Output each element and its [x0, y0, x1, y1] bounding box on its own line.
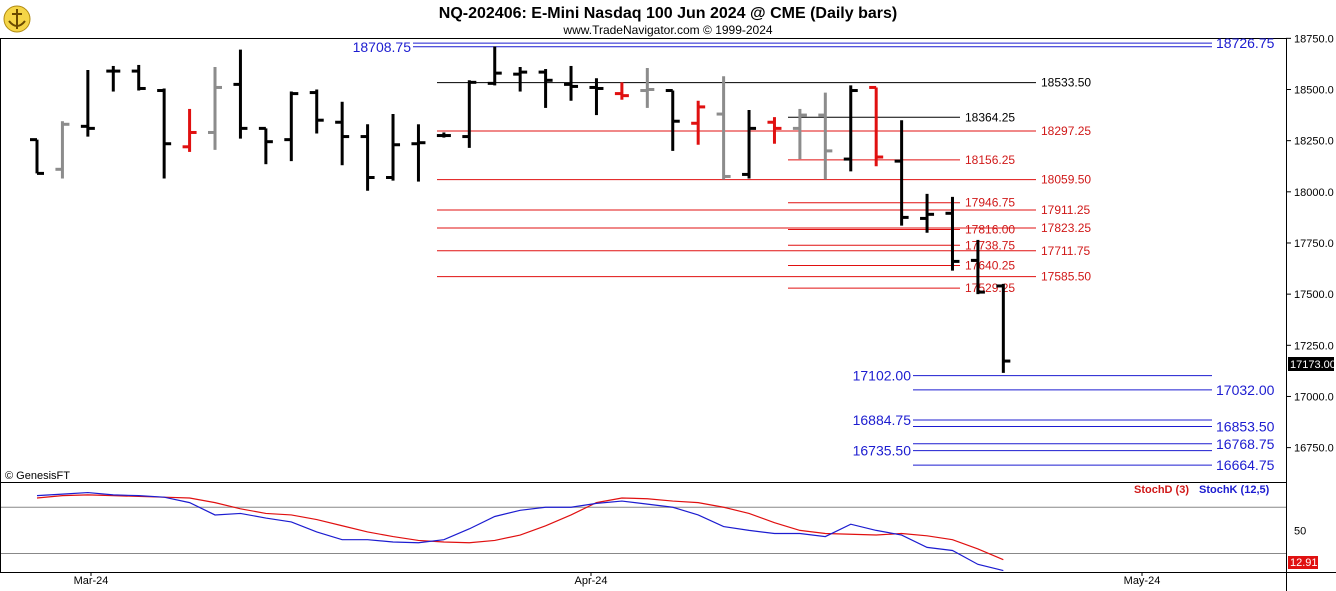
- stochastic-lines: 50: [1, 491, 1306, 572]
- ohlc-bar: [767, 117, 782, 144]
- ohlc-bar: [462, 80, 477, 148]
- level-label: 17585.50: [1041, 270, 1091, 284]
- ohlc-bar: [208, 66, 223, 150]
- ohlc-bar: [843, 85, 858, 172]
- level-label: 17946.75: [965, 196, 1015, 210]
- level-label: 18156.25: [965, 153, 1015, 167]
- ohlc-bar: [589, 78, 604, 116]
- level-label: 16664.75: [1216, 457, 1275, 473]
- ohlc-bar: [487, 46, 502, 86]
- ohlc-bar: [436, 132, 451, 138]
- date-tick-label: Mar-24: [74, 575, 109, 587]
- level-label: 17032.00: [1216, 382, 1275, 398]
- price-tick-label: 18000.0: [1294, 187, 1334, 199]
- last-price-label: 17173.00: [1290, 359, 1336, 371]
- ohlc-bar: [157, 88, 172, 179]
- ohlc-bar: [792, 108, 807, 160]
- last-price-badge: [1288, 357, 1334, 371]
- level-label: 18364.25: [965, 110, 1015, 124]
- ohlc-bar: [614, 82, 629, 100]
- ohlc-bar: [411, 124, 426, 182]
- ohlc-bar: [538, 69, 553, 108]
- date-tick-label: May-24: [1124, 575, 1161, 587]
- level-label: 17738.75: [965, 238, 1015, 252]
- ohlc-bar: [106, 65, 121, 92]
- ohlc-bar: [818, 92, 833, 180]
- ohlc-bar: [920, 193, 935, 233]
- ohlc-bar: [970, 239, 985, 295]
- level-label: 17911.25: [1041, 203, 1090, 217]
- price-axis: 18750.0 18500.0 18250.0 18000.0 17750.0 17500…: [1286, 33, 1334, 455]
- ohlc-bar: [691, 100, 706, 145]
- level-label: 17529.25: [965, 281, 1015, 295]
- ohlc-bar: [640, 68, 655, 108]
- date-tick-label: Apr-24: [574, 575, 607, 587]
- ohlc-bar: [335, 101, 350, 166]
- chart-subtitle: www.TradeNavigator.com © 1999-2024: [562, 23, 772, 37]
- legend-stoch-k: StochK (12,5): [1199, 484, 1270, 496]
- price-tick-label: 17250.0: [1294, 340, 1334, 352]
- level-label: 18533.50: [1041, 76, 1091, 90]
- ohlc-bar: [869, 85, 884, 167]
- level-label: 16735.50: [853, 443, 912, 459]
- level-label: 17711.75: [1041, 244, 1090, 258]
- ohlc-bar: [233, 49, 248, 139]
- ohlc-bar: [30, 138, 44, 175]
- ohlc-bar: [742, 109, 757, 179]
- chart-title: NQ-202406: E-Mini Nasdaq 100 Jun 2024 @ …: [439, 5, 897, 22]
- copyright-label: © GenesisFT: [5, 470, 70, 482]
- level-label: 17102.00: [853, 368, 912, 384]
- ohlc-bar: [309, 89, 324, 134]
- ohlc-bar: [564, 65, 579, 101]
- stoch-series-line: [36, 494, 1004, 561]
- ohlc-bar: [80, 70, 95, 137]
- ohlc-bar: [258, 126, 273, 165]
- ohlc-bar: [996, 283, 1011, 373]
- level-label: 16768.75: [1216, 436, 1275, 452]
- price-panel: [0, 38, 1287, 483]
- price-tick-label: 18500.0: [1294, 85, 1334, 97]
- price-tick-label: 17750.0: [1294, 238, 1334, 250]
- stoch-last-badge: [1288, 556, 1318, 569]
- price-tick-label: 16750.0: [1294, 443, 1334, 455]
- genesis-logo-icon: [3, 5, 31, 33]
- stoch-tick-label: 50: [1294, 525, 1306, 537]
- ohlc-bar: [55, 121, 70, 179]
- ohlc-bar: [513, 66, 528, 92]
- level-label: 17823.25: [1041, 221, 1091, 235]
- stoch-last-label: 12.91: [1290, 557, 1318, 569]
- ohlc-bar: [665, 89, 680, 151]
- ohlc-bar: [386, 114, 401, 181]
- level-label: 18059.50: [1041, 173, 1091, 187]
- ohlc-bar: [360, 124, 375, 191]
- ohlc-bar: [182, 108, 197, 152]
- price-tick-label: 17500.0: [1294, 289, 1334, 301]
- price-tick-label: 18750.0: [1294, 33, 1334, 45]
- price-bars: [30, 46, 1011, 373]
- ohlc-bar: [284, 91, 299, 162]
- level-label: 16853.50: [1216, 418, 1275, 434]
- ohlc-bar: [894, 120, 909, 226]
- ohlc-bar: [716, 76, 731, 180]
- price-levels: 18708.75 18726.75 18533.50 18364.25 18297.25…: [353, 35, 1275, 473]
- legend-stoch-d: StochD (3): [1134, 484, 1189, 496]
- level-label: 18726.75: [1216, 35, 1275, 51]
- date-axis: Mar-24 Apr-24 May-24: [74, 572, 1161, 587]
- level-label: 17816.00: [965, 222, 1015, 236]
- stoch-panel: [0, 482, 1287, 573]
- ohlc-bar: [945, 196, 960, 271]
- level-label: 18297.25: [1041, 124, 1091, 138]
- stoch-series-line: [36, 491, 1004, 572]
- price-tick-label: 18250.0: [1294, 136, 1334, 148]
- level-label: 18708.75: [353, 39, 412, 55]
- level-label: 16884.75: [853, 412, 912, 428]
- ohlc-bar: [131, 64, 146, 91]
- price-tick-label: 17000.0: [1294, 391, 1334, 403]
